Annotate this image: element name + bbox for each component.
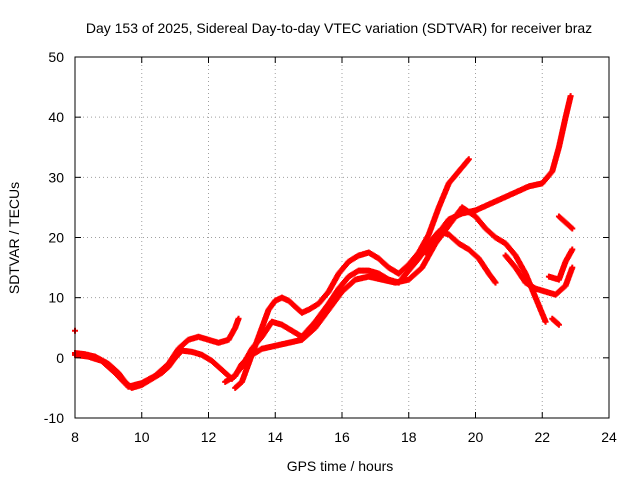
data-point <box>555 321 562 328</box>
data-point <box>569 225 576 232</box>
series-track <box>545 246 576 283</box>
y-tick-label: -10 <box>44 410 64 426</box>
x-tick-label: 12 <box>201 429 217 445</box>
x-tick-label: 16 <box>334 429 350 445</box>
x-tick-label: 8 <box>71 429 79 445</box>
series-track <box>555 213 576 232</box>
x-tick-label: 20 <box>468 429 484 445</box>
data-point <box>235 315 242 322</box>
x-tick-label: 22 <box>534 429 550 445</box>
series-track <box>422 93 574 256</box>
y-tick-label: 30 <box>48 169 64 185</box>
x-tick-label: 10 <box>134 429 150 445</box>
y-tick-label: 10 <box>48 290 64 306</box>
series-track <box>502 252 576 298</box>
x-axis-title: GPS time / hours <box>287 458 394 474</box>
axis-ticks: 8 10 12 14 16 18 20 22 24 -10 0 10 20 30 40 50 <box>44 49 617 445</box>
data-point <box>569 264 576 271</box>
y-tick-label: 50 <box>48 49 64 65</box>
data-point <box>465 156 472 163</box>
chart-title: Day 153 of 2025, Sidereal Day-to-day VTE… <box>86 20 592 36</box>
y-tick-label: 40 <box>48 109 64 125</box>
x-tick-label: 14 <box>267 429 283 445</box>
data-point <box>569 246 576 253</box>
x-tick-label: 18 <box>401 429 417 445</box>
series-track <box>549 315 562 328</box>
y-tick-label: 0 <box>56 350 64 366</box>
y-axis-title: SDTVAR / TECUs <box>6 182 22 294</box>
data-point <box>567 93 574 100</box>
data-series <box>72 93 576 391</box>
x-tick-label: 24 <box>601 429 617 445</box>
series-track <box>72 315 242 390</box>
data-point <box>542 318 549 325</box>
y-tick-label: 20 <box>48 230 64 246</box>
series-track <box>72 228 499 391</box>
grid-lines <box>75 57 609 418</box>
series-track <box>232 156 472 391</box>
data-point <box>492 279 499 286</box>
